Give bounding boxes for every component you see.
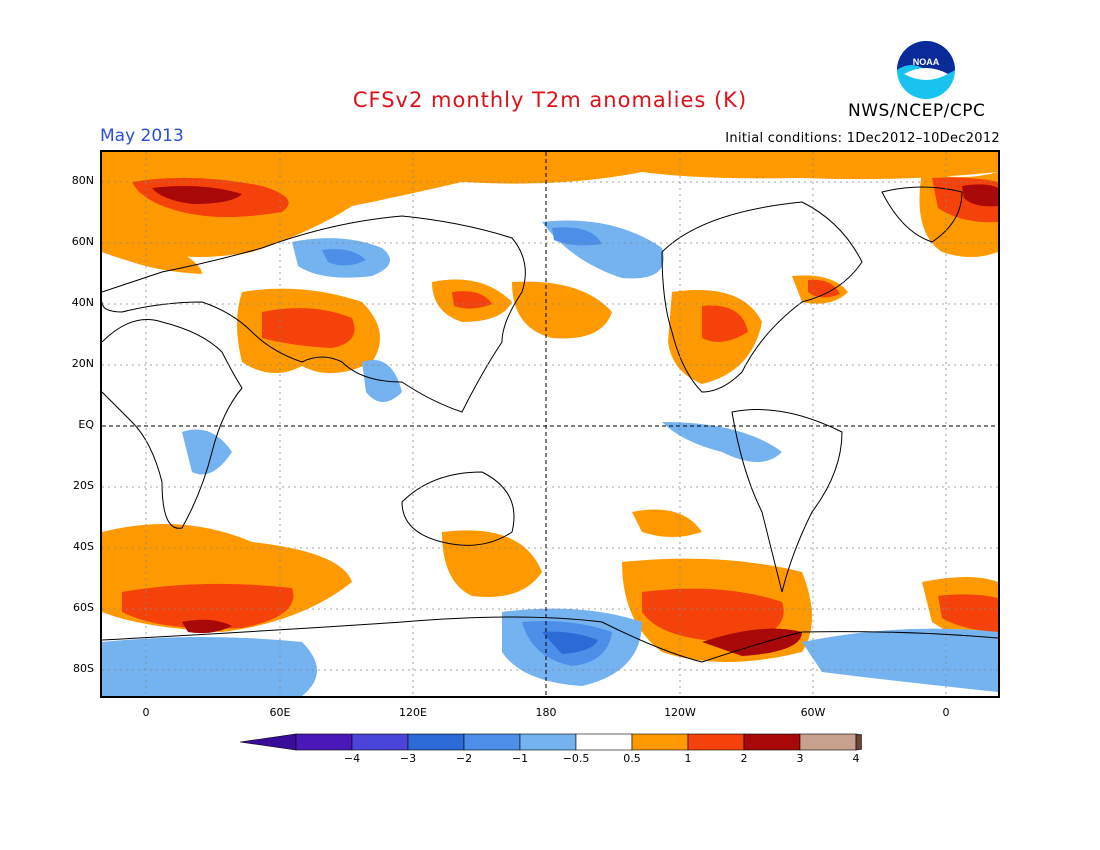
lat-label-40n: 40N [71,296,94,309]
coastline-australia [401,471,515,546]
colorbar-tick-label: 1 [684,752,692,765]
lat-label-60n: 60N [71,235,94,248]
cool-region [182,429,232,475]
lon-label-60e: 60E [269,706,291,719]
coastline-antarctica [102,616,998,663]
lat-label-80s: 80S [73,662,94,675]
warm-region [962,184,998,207]
warm-region [642,588,784,642]
map-canvas [102,152,998,696]
lon-label-120e: 120E [399,706,427,719]
graticule [102,152,998,696]
colorbar-tick-label: 3 [796,752,804,765]
coastline-south-america [731,409,843,593]
lat-label-60s: 60S [73,601,94,614]
anomaly-map [100,150,1000,698]
colorbar-graphic [239,733,913,751]
warm-region [702,628,802,656]
colorbar-segment [575,733,633,751]
warm-region [442,530,542,597]
warm-region [632,509,702,537]
colorbar-tick-label: −3 [399,752,417,765]
warm-region [152,186,242,204]
lat-label-20s: 20S [73,479,94,492]
colorbar-segment [687,733,745,751]
logo-text: NOAA [913,57,940,67]
warm-region [122,583,294,629]
lat-label-20n: 20N [71,357,94,370]
warm-region [702,305,748,342]
colorbar-segment [407,733,465,751]
colorbar-segment [743,733,801,751]
warm-region [262,308,355,348]
cool-region [542,631,598,654]
cool-region [322,249,366,266]
colorbar-segment [295,733,353,751]
chart-title: CFSv2 monthly T2m anomalies (K) [352,88,748,112]
warm-region [808,279,840,298]
colorbar-tick-label: −2 [455,752,473,765]
colorbar-tick-label: 2 [740,752,748,765]
lon-label-0: 0 [142,706,150,719]
colorbar-segment [519,733,577,751]
lon-label-120w: 120W [664,706,696,719]
colorbar-segment [631,733,689,751]
agency-label: NWS/NCEP/CPC [848,101,986,121]
noaa-logo-icon: NOAA [897,41,955,99]
warm-region [102,152,998,257]
cool-region [102,637,317,696]
colorbar [239,732,913,756]
warm-region [102,230,202,274]
colorbar-above-triangle [855,733,913,751]
colorbar-tick-label: −4 [343,752,361,765]
cool-region [662,422,782,462]
colorbar-segment [351,733,409,751]
equator-dateline [102,152,998,696]
lat-label-eq: EQ [78,418,94,431]
coastlines [102,186,998,663]
lon-label-0-east: 0 [942,706,950,719]
colorbar-tick-label: 0.5 [623,752,641,765]
colorbar-tick-label: 4 [852,752,860,765]
colorbar-segment [799,733,857,751]
warm-region [182,619,232,634]
period-label: May 2013 [100,126,184,146]
colorbar-below-triangle [239,733,297,751]
cool-region [802,628,998,692]
colorbar-tick-label: −1 [511,752,529,765]
coastline-eurasia [102,215,526,413]
logo: NOAA [896,40,956,100]
lon-label-180: 180 [535,706,557,719]
warm-region [938,594,998,632]
cool-region [552,227,602,246]
lat-label-80n: 80N [71,174,94,187]
warm-region [512,281,612,339]
lon-label-60w: 60W [800,706,826,719]
anomaly-shading [102,152,998,696]
initial-conditions-label: Initial conditions: 1Dec2012–10Dec2012 [725,131,1000,146]
coastline-africa [102,319,243,529]
colorbar-tick-label: −0.5 [562,752,590,765]
colorbar-segment [463,733,521,751]
coastline-north-america [661,201,863,393]
lat-label-40s: 40S [73,540,94,553]
coastline-greenland [881,186,963,243]
